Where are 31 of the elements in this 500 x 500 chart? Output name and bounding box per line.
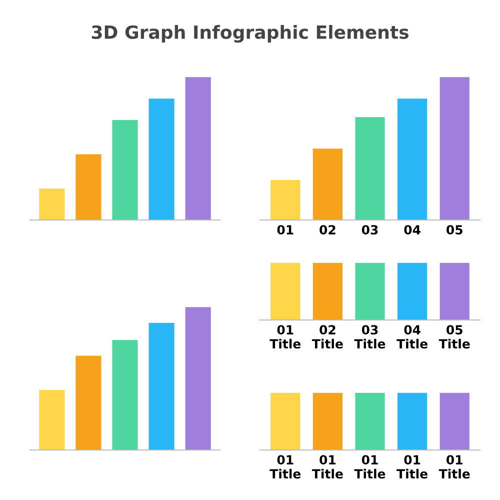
x-tick-label: 03 (362, 225, 378, 235)
bar (355, 117, 385, 220)
bar (76, 356, 102, 450)
x-tick-label: 04 Title (396, 325, 428, 349)
bar (76, 154, 102, 220)
bar (39, 188, 65, 220)
x-tick-label: 01 Title (354, 455, 386, 479)
x-tick-label: 01 Title (312, 455, 343, 479)
x-tick-label: 03 Title (354, 325, 386, 349)
x-tick-label: 01 Title (270, 455, 301, 479)
x-tick-label: 01 Title (438, 455, 470, 479)
x-tick-label: 01 Title (270, 325, 301, 349)
bar (270, 180, 300, 220)
bar (112, 120, 138, 220)
x-tick-label: 01 Title (396, 455, 428, 479)
bar (148, 98, 174, 220)
bar (398, 98, 428, 220)
bar (39, 390, 65, 450)
x-tick-label: 05 Title (438, 325, 470, 349)
chart-title: 3D Graph Infographic Elements (92, 25, 408, 43)
x-tick-label: 02 (320, 225, 336, 235)
bar (312, 148, 342, 220)
bar (112, 340, 138, 450)
bar (185, 307, 211, 450)
x-tick-label: 01 (277, 225, 294, 235)
x-tick-label: 02 Title (312, 325, 343, 349)
bar (440, 77, 470, 220)
x-tick-label: 05 (446, 225, 462, 235)
bar (148, 322, 174, 450)
x-tick-label: 04 (404, 225, 420, 235)
bar (185, 77, 211, 220)
